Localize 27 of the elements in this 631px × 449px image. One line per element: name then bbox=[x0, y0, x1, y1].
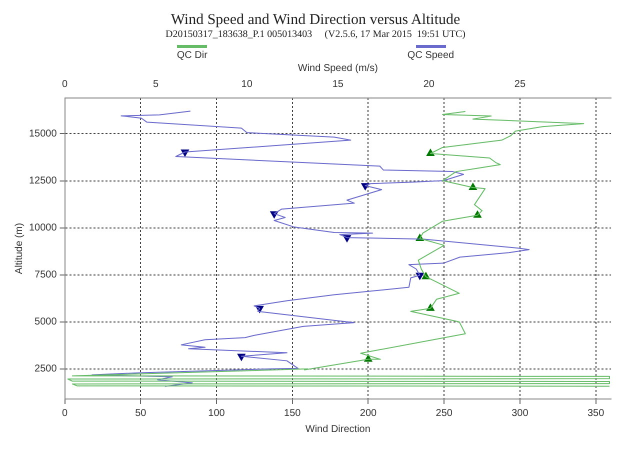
y-axis-title: Altitude (m) bbox=[14, 222, 25, 274]
y-tick-label: 15000 bbox=[28, 128, 58, 140]
x2-tick-label: 20 bbox=[423, 78, 435, 90]
y-tick-label: 2500 bbox=[34, 364, 58, 375]
y-tick-label: 5000 bbox=[34, 316, 58, 328]
legend-label: QC Dir bbox=[176, 50, 208, 61]
x2-tick-label: 0 bbox=[62, 78, 68, 90]
x2-tick-label: 15 bbox=[332, 78, 344, 90]
x2-axis-title: Wind Speed (m/s) bbox=[298, 62, 378, 74]
x-tick-label: 100 bbox=[208, 408, 226, 419]
y-tick-label: 10000 bbox=[28, 222, 58, 234]
x-tick-label: 50 bbox=[135, 408, 147, 419]
y-tick-label: 12500 bbox=[28, 176, 58, 187]
y-tick-label: 7500 bbox=[34, 270, 58, 281]
x-axis-title: Wind Direction bbox=[305, 424, 370, 435]
x2-tick-label: 10 bbox=[241, 78, 253, 90]
chart-title: Wind Speed and Wind Direction versus Altitude bbox=[170, 11, 462, 29]
x-tick-label: 0 bbox=[62, 408, 68, 419]
x2-tick-label: 5 bbox=[153, 78, 160, 90]
x2-tick-label: 25 bbox=[514, 78, 526, 90]
chart-subtitle: D20150317_183638_P.1 005013403 (V2.5.6, 17 Mar 2015 19:51 UTC) bbox=[164, 29, 466, 41]
legend-label: QC Speed bbox=[407, 50, 454, 61]
x-tick-label: 200 bbox=[360, 408, 378, 419]
x-tick-label: 150 bbox=[284, 408, 302, 419]
x-tick-label: 300 bbox=[512, 408, 529, 419]
x-tick-label: 250 bbox=[436, 408, 453, 419]
x-tick-label: 350 bbox=[587, 408, 605, 419]
